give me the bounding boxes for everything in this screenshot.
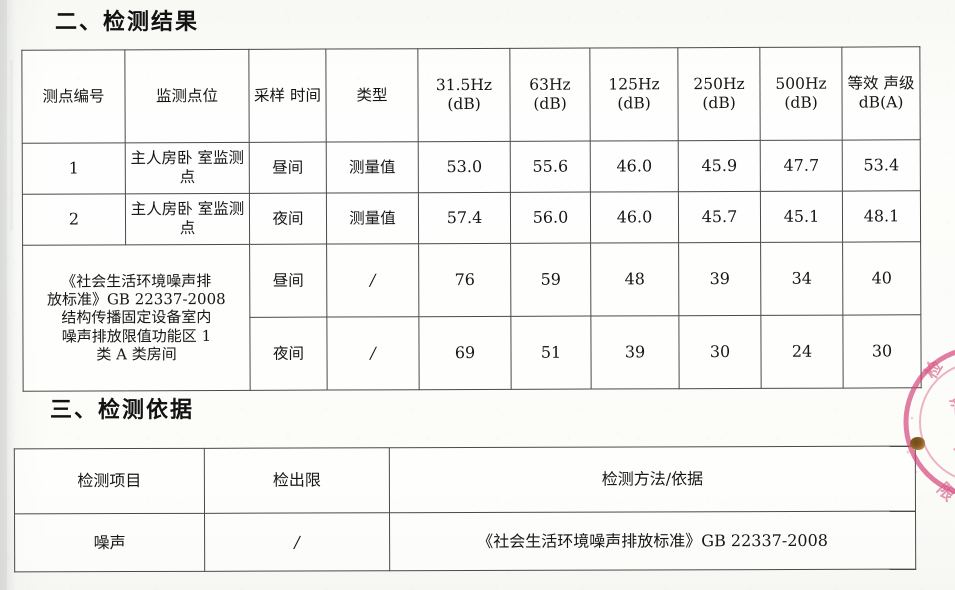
cell-250hz: 45.9 xyxy=(678,140,761,192)
cell-equivalent-level: 48.1 xyxy=(842,190,921,243)
col-header-sample-time: 采样 时间 xyxy=(248,49,327,143)
cell-31-5hz: 76 xyxy=(418,243,511,317)
col-header-250hz: 250Hz (dB) xyxy=(677,47,761,141)
col-header-test-item: 检测项目 xyxy=(14,448,205,514)
cell-detection-limit: / xyxy=(204,512,390,572)
basis-table: 检测项目 检出限 检测方法/依据 噪声 / 《社会生活环境噪声排放标准》GB 2… xyxy=(14,446,916,573)
cell-sample-time: 夜间 xyxy=(249,193,327,245)
cell-sample-time: 昼间 xyxy=(249,244,327,318)
cell-125hz: 48 xyxy=(590,242,679,317)
cell-type: / xyxy=(326,316,420,391)
col-header-method-basis: 检测方法/依据 xyxy=(389,446,916,513)
cell-500hz: 47.7 xyxy=(760,140,843,192)
col-header-31-5hz: 31.5Hz (dB) xyxy=(417,48,511,142)
cell-point-location: 主人房卧 室监测点 xyxy=(125,193,250,245)
cell-250hz: 39 xyxy=(678,242,761,316)
cell-31-5hz: 69 xyxy=(418,316,512,390)
cell-type: / xyxy=(326,243,419,318)
basis-header-row: 检测项目 检出限 检测方法/依据 xyxy=(14,446,916,514)
cell-type: 测量值 xyxy=(326,141,419,194)
cell-63hz: 55.6 xyxy=(510,141,591,193)
col-header-type: 类型 xyxy=(325,48,419,143)
col-header-detection-limit: 检出限 xyxy=(204,447,390,513)
cell-500hz: 45.1 xyxy=(760,191,843,243)
col-header-500hz: 500Hz (dB) xyxy=(759,47,843,141)
cell-type: 测量值 xyxy=(326,192,419,245)
col-header-equivalent-level: 等效 声级 dB(A) xyxy=(841,46,921,141)
cell-31-5hz: 53.0 xyxy=(418,141,511,193)
cell-125hz: 46.0 xyxy=(590,140,679,193)
cell-63hz: 56.0 xyxy=(510,192,591,244)
results-table: 测点编号 监测点位 采样 时间 类型 31.5Hz (dB) 63Hz (dB)… xyxy=(21,46,922,392)
basis-table-row: 噪声 / 《社会生活环境噪声排放标准》GB 22337-2008 xyxy=(14,510,916,572)
cell-standard-reference: 《社会生活环境噪声排 放标准》GB 22337-2008 结构传播固定设备室内 … xyxy=(22,244,251,392)
cell-sample-time: 昼间 xyxy=(249,142,327,194)
table-row-standard-day: 《社会生活环境噪声排 放标准》GB 22337-2008 结构传播固定设备室内 … xyxy=(22,241,921,392)
cell-point-no: 1 xyxy=(22,142,126,195)
cell-equivalent-level: 53.4 xyxy=(842,139,921,192)
cell-test-item: 噪声 xyxy=(14,512,205,572)
cell-equivalent-level: 40 xyxy=(842,241,921,316)
cell-500hz: 34 xyxy=(760,242,843,316)
cell-method-basis: 《社会生活环境噪声排放标准》GB 22337-2008 xyxy=(389,510,916,571)
cell-63hz: 51 xyxy=(510,316,592,390)
cell-63hz: 59 xyxy=(510,243,591,317)
table-row-measure-2: 2 主人房卧 室监测点 夜间 测量值 57.4 56.0 46.0 45.7 4… xyxy=(22,190,921,246)
cell-125hz: 39 xyxy=(590,315,680,390)
cell-125hz: 46.0 xyxy=(590,191,679,244)
table-header-row: 测点编号 监测点位 采样 时间 类型 31.5Hz (dB) 63Hz (dB)… xyxy=(21,46,921,144)
cell-31-5hz: 57.4 xyxy=(418,192,511,244)
cell-sample-time: 夜间 xyxy=(249,317,328,391)
col-header-63hz: 63Hz (dB) xyxy=(509,48,591,142)
col-header-point-location: 监测点位 xyxy=(124,49,250,143)
col-header-125hz: 125Hz (dB) xyxy=(589,47,679,142)
cell-250hz: 30 xyxy=(678,315,762,389)
page-title-results: 二、检测结果 xyxy=(55,10,200,35)
cell-250hz: 45.7 xyxy=(678,191,761,243)
cell-500hz: 24 xyxy=(760,315,844,389)
page-title-basis: 三、检测依据 xyxy=(50,398,195,423)
cell-point-location: 主人房卧 室监测点 xyxy=(125,142,250,194)
cell-point-no: 2 xyxy=(22,193,126,246)
table-row-measure-1: 1 主人房卧 室监测点 昼间 测量值 53.0 55.6 46.0 45.9 4… xyxy=(22,139,921,195)
cell-equivalent-level: 30 xyxy=(842,314,922,389)
col-header-point-no: 测点编号 xyxy=(21,49,126,144)
